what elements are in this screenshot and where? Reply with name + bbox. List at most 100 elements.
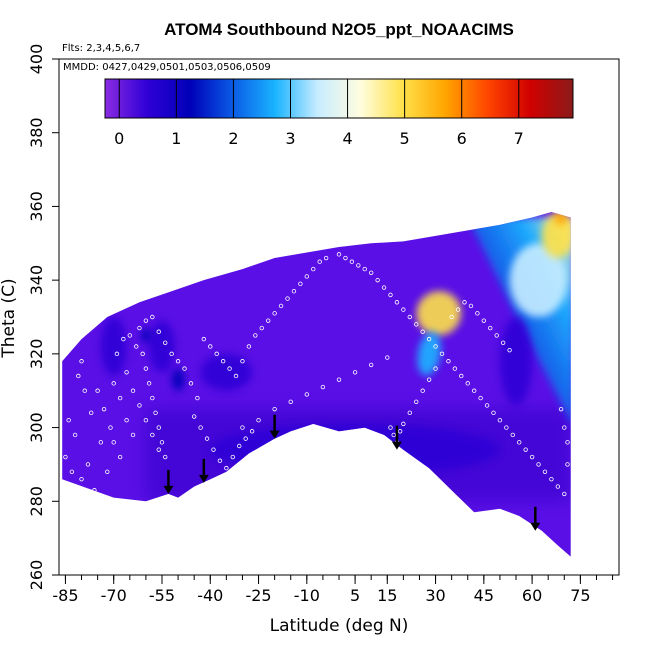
- y-tick-label: 300: [27, 412, 46, 443]
- sample-point: [249, 429, 255, 434]
- sample-point: [529, 454, 535, 460]
- sample-point: [208, 344, 213, 349]
- sample-point: [291, 289, 297, 294]
- sample-point: [475, 311, 480, 316]
- sample-point: [558, 406, 564, 412]
- sample-point: [169, 351, 174, 357]
- sample-point: [352, 370, 358, 375]
- sample-point: [150, 395, 155, 401]
- sample-point: [362, 266, 367, 272]
- colorbar-tick-label: 6: [457, 129, 467, 148]
- sample-point: [253, 333, 258, 338]
- sample-point: [507, 347, 512, 353]
- sample-point: [311, 266, 316, 272]
- colorbar: 0 1 2 3 4 5 6 7: [104, 78, 574, 148]
- sample-point: [336, 377, 342, 382]
- sample-point: [459, 373, 464, 379]
- x-tick-label: -70: [101, 586, 127, 605]
- sample-point: [204, 436, 210, 441]
- sample-point: [134, 344, 139, 349]
- sample-point: [124, 418, 129, 423]
- down-arrow: [391, 425, 402, 450]
- sample-point: [565, 440, 570, 445]
- sample-point: [130, 388, 136, 393]
- x-tick-label: 15: [377, 586, 397, 605]
- sample-point: [356, 263, 361, 268]
- sample-point: [137, 403, 142, 408]
- sample-point: [401, 421, 406, 427]
- sample-point: [153, 410, 158, 416]
- sample-point: [92, 488, 97, 493]
- sample-point: [407, 314, 413, 320]
- sample-point: [549, 476, 554, 482]
- sample-point: [211, 447, 216, 452]
- colorbar-tick-label: 2: [228, 129, 238, 148]
- sample-point: [124, 370, 129, 375]
- sample-point: [230, 454, 235, 460]
- y-tick-label: 280: [27, 486, 46, 517]
- x-tick-label: 45: [474, 586, 494, 605]
- down-arrow: [163, 469, 174, 494]
- x-tick-label: -25: [245, 586, 271, 605]
- sample-point: [455, 307, 461, 312]
- heat-feature: [100, 317, 127, 376]
- sample-point: [137, 325, 142, 331]
- sample-point: [439, 351, 445, 357]
- colorbar-tick-label: 1: [171, 129, 181, 148]
- sample-point: [388, 425, 393, 430]
- sample-point: [523, 447, 528, 452]
- sample-point: [227, 366, 232, 371]
- sample-point: [156, 425, 161, 430]
- chart-title: ATOM4 Southbound N2O5_ppt_NOAACIMS: [164, 20, 514, 39]
- sample-point: [233, 373, 239, 379]
- sample-point: [414, 322, 419, 327]
- down-arrow-head: [530, 522, 541, 531]
- sample-point: [111, 440, 116, 445]
- x-axis-title: Latitude (deg N): [270, 616, 409, 636]
- sample-point: [401, 307, 406, 312]
- sample-point: [426, 336, 432, 342]
- x-tick-label: -85: [52, 586, 78, 605]
- sample-point: [323, 255, 329, 261]
- sample-point: [517, 440, 522, 445]
- sample-point: [237, 443, 242, 449]
- heat-feature: [554, 212, 568, 225]
- colorbar-tick-label: 4: [342, 129, 352, 148]
- sample-point: [95, 388, 100, 393]
- sample-point: [391, 432, 396, 438]
- sample-point: [304, 392, 310, 397]
- down-arrow: [198, 458, 209, 483]
- sample-point: [375, 277, 380, 283]
- heat-feature: [149, 320, 175, 373]
- sample-point: [243, 436, 248, 441]
- x-axis: -85 -70 -55 -40 -25 -10 5 15 30 45 60 75: [52, 575, 614, 605]
- sample-point: [191, 414, 197, 419]
- sample-point: [433, 366, 438, 371]
- sample-point: [420, 388, 425, 393]
- sample-point: [224, 465, 229, 471]
- sample-point: [394, 300, 400, 305]
- sample-point: [397, 429, 403, 434]
- sample-point: [465, 381, 470, 386]
- sample-point: [256, 418, 261, 423]
- sample-point: [114, 351, 120, 357]
- x-tick-label: 75: [570, 586, 590, 605]
- heat-feature: [416, 291, 462, 336]
- colorbar-tick-label: 0: [114, 129, 124, 148]
- y-tick-label: 320: [27, 339, 46, 370]
- sample-point: [163, 340, 168, 345]
- sample-point: [381, 285, 387, 290]
- sample-point: [562, 491, 567, 497]
- sample-point: [159, 440, 165, 445]
- sample-point: [368, 362, 374, 368]
- heat-feature: [499, 317, 533, 406]
- y-axis: 260 280 300 320 340 360 380 400: [27, 44, 59, 590]
- sample-point: [414, 399, 419, 404]
- sample-point: [426, 377, 432, 382]
- x-tick-label: 5: [350, 586, 360, 605]
- sample-point: [143, 366, 149, 371]
- sample-point: [462, 300, 467, 305]
- sample-point: [117, 395, 123, 401]
- sample-point: [163, 454, 168, 460]
- sample-point: [471, 388, 477, 393]
